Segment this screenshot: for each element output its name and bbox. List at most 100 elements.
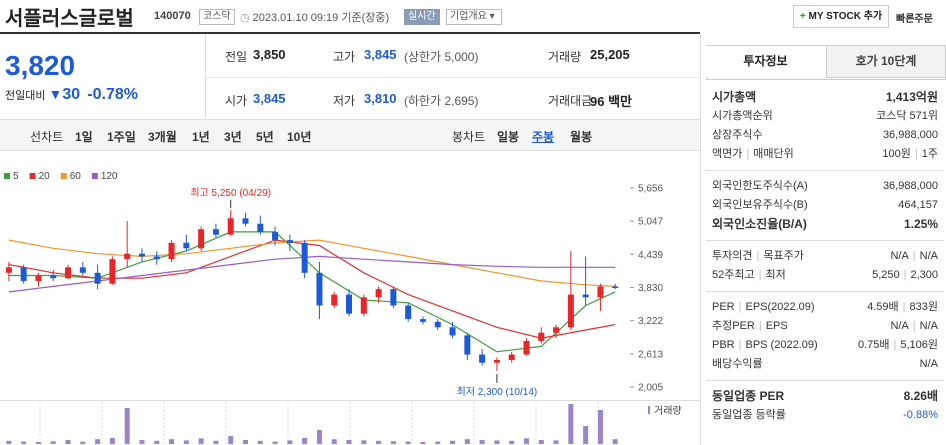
volume-bar: [35, 442, 41, 444]
period-tab[interactable]: 1년: [192, 130, 210, 144]
info-label: 시가총액: [712, 88, 756, 107]
separator: |: [902, 301, 906, 313]
info-value: -0.88%: [903, 406, 938, 425]
candle-body: [331, 294, 338, 306]
separator: |: [912, 250, 916, 262]
change-rate: -0.78%: [87, 86, 138, 103]
candle-body: [493, 360, 500, 363]
info-label: 외국인소진율(B/A): [712, 215, 807, 234]
my-stock: MY STOCK 추가: [808, 11, 883, 22]
info-row: PBR | BPS (2022.09) 0.75배 | 5,106원: [712, 336, 938, 355]
value-text: N/A: [919, 358, 938, 370]
company-info-select[interactable]: 기업개요 ▾: [446, 9, 502, 25]
period-tab[interactable]: 10년: [287, 130, 312, 144]
candle-body: [183, 242, 190, 249]
price: 3,820: [5, 50, 76, 81]
label-text: 외국인한도주식수(A): [712, 180, 808, 192]
info-value: 1,413억원: [886, 88, 938, 107]
value-text: 100원: [882, 148, 911, 160]
period-tab[interactable]: 5년: [256, 130, 274, 144]
label-text: 시가총액순위: [712, 110, 773, 122]
volume-bar: [198, 438, 204, 444]
separator: |: [914, 148, 918, 160]
info-tab[interactable]: 호가 10단계: [826, 46, 945, 78]
volume-bar: [583, 426, 589, 444]
realtime-button[interactable]: 실시간: [404, 9, 440, 25]
basis: 기준(장중): [341, 12, 390, 24]
separator: |: [738, 339, 742, 351]
volume-bar: [361, 440, 367, 444]
stat-value: 3,810: [364, 91, 397, 106]
info-row: 52주최고 | 최저 5,250 | 2,300: [712, 266, 938, 285]
candle-body: [272, 231, 279, 241]
volume-bar: [553, 440, 559, 444]
candle-body: [198, 229, 205, 249]
quick-order[interactable]: 빠른주문: [896, 14, 933, 25]
info-label: 외국인한도주식수(A): [712, 177, 808, 196]
candle-body: [257, 223, 264, 232]
label-text: 배당수익률: [712, 358, 763, 370]
label-text: 매매단위: [753, 148, 794, 160]
label-text: 추정PER: [712, 320, 755, 332]
info-row: 외국인보유주식수(B) 464,157: [712, 196, 938, 215]
info-row: 외국인소진율(B/A) 1.25%: [712, 215, 938, 234]
candle-body: [301, 242, 308, 273]
info-row: 동일업종 PER 8.26배: [712, 387, 938, 406]
value-text: 1주: [921, 148, 938, 160]
info-value: 8.26배: [904, 387, 938, 406]
volume-bar: [464, 439, 470, 444]
period-tab[interactable]: 1일: [75, 130, 93, 144]
candle-body: [597, 286, 604, 298]
stat-label: 거래량: [548, 50, 582, 64]
info-row: 상장주식수 36,988,000: [712, 126, 938, 145]
value-text: 2,300: [910, 269, 938, 281]
separator: |: [746, 148, 750, 160]
candle-body: [227, 218, 234, 235]
separator: |: [758, 269, 762, 281]
candle-body: [168, 242, 175, 260]
info-value: 4.59배 | 833원: [867, 298, 938, 317]
candle-body: [553, 327, 560, 333]
annotation: 최고 5,250 (04/29): [190, 187, 271, 199]
label-text: 상장주식수: [712, 129, 763, 141]
candle-tab[interactable]: 주봉: [532, 130, 555, 144]
info-label: 동일업종 등락률: [712, 406, 786, 425]
value-text: 8.26배: [903, 389, 938, 403]
label-text: 동일업종 PER: [712, 389, 785, 403]
value-text: 833원: [909, 301, 938, 313]
candle-body: [538, 332, 545, 341]
info-tab[interactable]: 투자정보: [706, 46, 825, 77]
volume-bar: [346, 440, 352, 444]
volume-bar: [612, 439, 618, 444]
candle-tab[interactable]: 월봉: [570, 130, 593, 144]
volume-bar: [139, 440, 145, 444]
separator: |: [912, 320, 916, 332]
legend-label: 5: [13, 171, 19, 182]
stat-value: 3,845: [253, 91, 286, 106]
period-tab[interactable]: 3년: [224, 130, 242, 144]
info-row: 동일업종 등락률 -0.88%: [712, 406, 938, 425]
value-text: 4.59배: [867, 301, 899, 313]
label-text: 동일업종 등락률: [712, 409, 786, 421]
info-value: 1.25%: [904, 215, 938, 234]
info-value: 0.75배 | 5,106원: [858, 336, 938, 355]
legend-swatch: [91, 173, 98, 179]
period-tab[interactable]: 1주일: [107, 130, 136, 144]
volume-bar: [21, 441, 27, 444]
info-label: 시가총액순위: [712, 107, 773, 126]
volume-bar: [65, 440, 71, 444]
stat-note: (하한가 2,695): [404, 94, 479, 108]
value-text: 코스닥 571위: [876, 110, 938, 122]
period-tab[interactable]: 3개월: [148, 130, 177, 144]
info-label: 투자의견 | 목표주가: [712, 247, 804, 266]
label-text: 액면가: [712, 148, 743, 160]
candle-body: [94, 272, 101, 284]
candle-body: [434, 321, 441, 328]
candle-body: [5, 267, 12, 273]
change: 30: [62, 86, 81, 103]
volume-bar: [420, 442, 426, 444]
candle-tab[interactable]: 일봉: [497, 130, 520, 144]
my-stock-button[interactable]: + MY STOCK 추가: [793, 5, 889, 28]
volume-label: 거래량: [654, 405, 682, 417]
